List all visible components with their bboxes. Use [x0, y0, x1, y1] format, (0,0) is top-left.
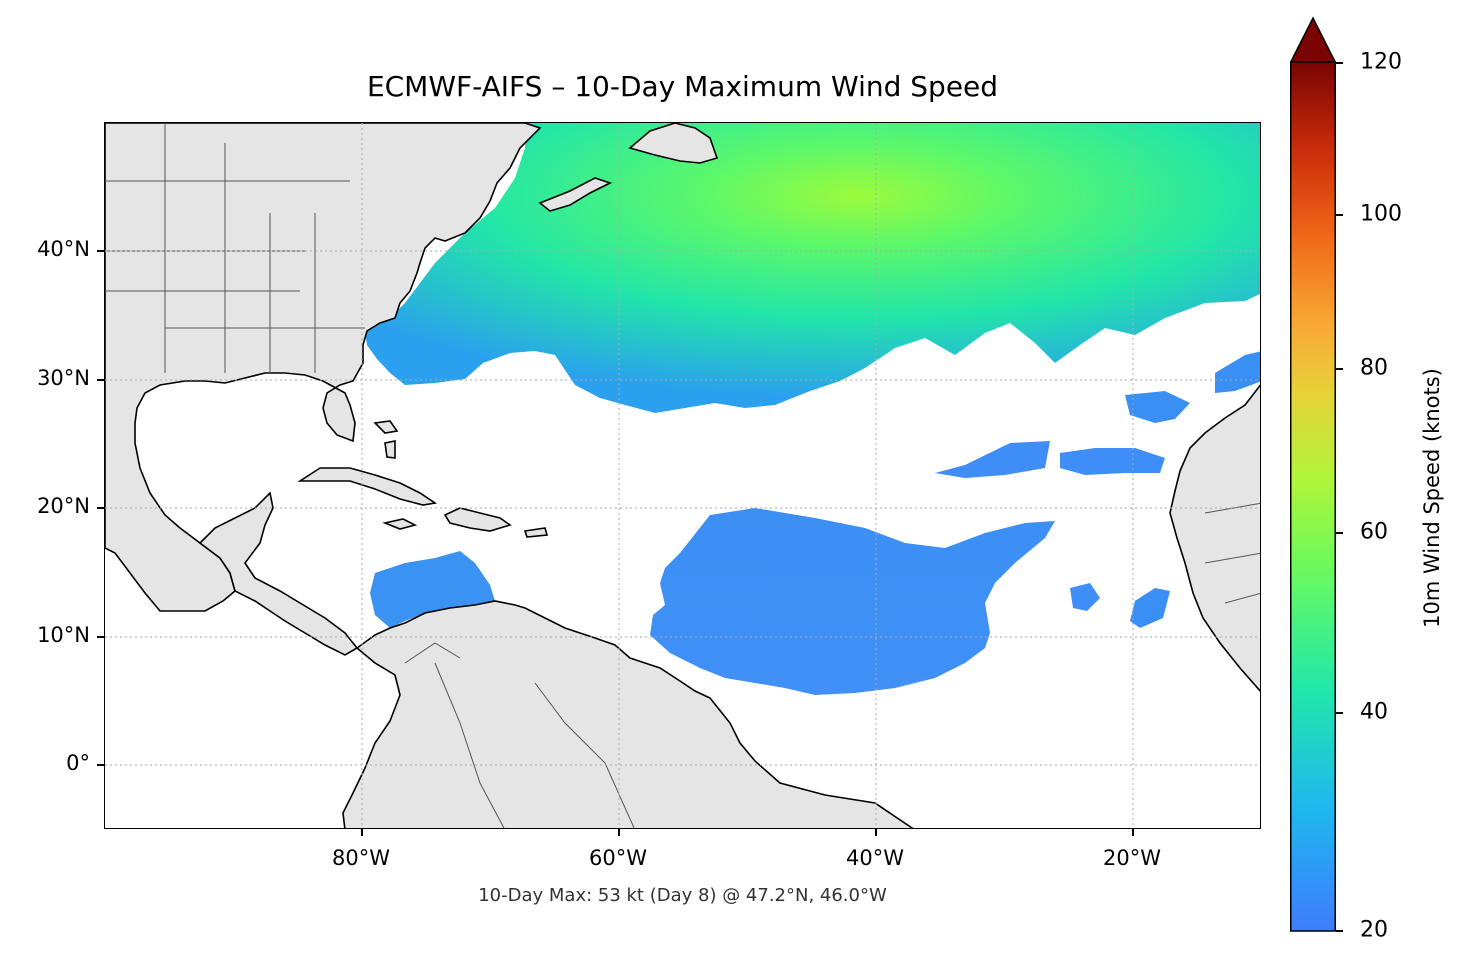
- land-south-america: [342, 600, 914, 828]
- land-hispaniola: [443, 507, 512, 532]
- colorbar-label: 10m Wind Speed (knots): [1420, 368, 1444, 628]
- land-cuba: [297, 467, 438, 506]
- colorbar-tick-20: 20: [1360, 917, 1388, 943]
- colorbar-tick-80: 80: [1360, 355, 1388, 381]
- land: [105, 123, 1260, 828]
- land-bahamas-2: [384, 440, 396, 459]
- land-nova-scotia: [538, 177, 613, 212]
- wind-field-patch-se: [1130, 588, 1170, 628]
- colorbar-gradient: [1290, 61, 1336, 932]
- land-central-america: [198, 491, 359, 656]
- lon-tick-label: 60°W: [589, 846, 647, 870]
- wind-field-north: [365, 123, 1260, 413]
- map-canvas: [105, 123, 1260, 828]
- ytick-mark: [97, 250, 104, 252]
- land-africa: [1169, 384, 1260, 692]
- state-borders: [105, 123, 1260, 828]
- land-puerto-rico: [523, 527, 549, 538]
- xtick-mark: [618, 829, 620, 836]
- colorbar-tick-100: 100: [1360, 201, 1402, 227]
- ytick-mark: [97, 636, 104, 638]
- wind-field-patch-mid2: [1060, 448, 1165, 475]
- map-panel: [104, 122, 1261, 829]
- xtick-mark: [1132, 829, 1134, 836]
- lat-tick-label: 0°: [66, 751, 90, 775]
- colorbar-tick-mark: [1336, 368, 1343, 370]
- xtick-mark: [875, 829, 877, 836]
- land-bahamas: [373, 420, 399, 434]
- wind-field-south: [650, 508, 1055, 695]
- land-newfoundland: [628, 123, 719, 164]
- land-jamaica: [382, 518, 418, 530]
- wind-field-patch-ne: [1215, 351, 1260, 393]
- wind-field-patch-mid: [935, 441, 1050, 478]
- ytick-mark: [97, 379, 104, 381]
- wind-field-patch-sw: [1070, 583, 1100, 611]
- xtick-mark: [361, 829, 363, 836]
- lon-tick-label: 40°W: [846, 846, 904, 870]
- colorbar-tick-mark: [1336, 62, 1343, 64]
- colorbar-tick-60: 60: [1360, 519, 1388, 545]
- lat-tick-label: 10°N: [37, 623, 90, 647]
- lon-tick-label: 80°W: [332, 846, 390, 870]
- lat-tick-label: 20°N: [37, 494, 90, 518]
- lat-tick-label: 30°N: [37, 366, 90, 390]
- colorbar-tick-mark: [1336, 712, 1343, 714]
- map-title: ECMWF-AIFS – 10-Day Maximum Wind Speed: [366, 70, 999, 103]
- ytick-mark: [97, 507, 104, 509]
- colorbar-tick-mark: [1336, 214, 1343, 216]
- colorbar: [1290, 16, 1336, 932]
- ytick-mark: [97, 764, 104, 766]
- lon-tick-label: 20°W: [1103, 846, 1161, 870]
- colorbar-tick-mark: [1336, 532, 1343, 534]
- colorbar-extend-arrow: [1290, 16, 1336, 63]
- lat-tick-label: 40°N: [37, 237, 90, 261]
- colorbar-tick-mark: [1336, 930, 1343, 932]
- wind-field-caribbean: [370, 551, 495, 628]
- colorbar-tick-40: 40: [1360, 699, 1388, 725]
- colorbar-tick-120: 120: [1360, 49, 1402, 75]
- max-wind-footnote: 10-Day Max: 53 kt (Day 8) @ 47.2°N, 46.0…: [478, 885, 887, 906]
- wind-field-patch-east: [1125, 391, 1190, 423]
